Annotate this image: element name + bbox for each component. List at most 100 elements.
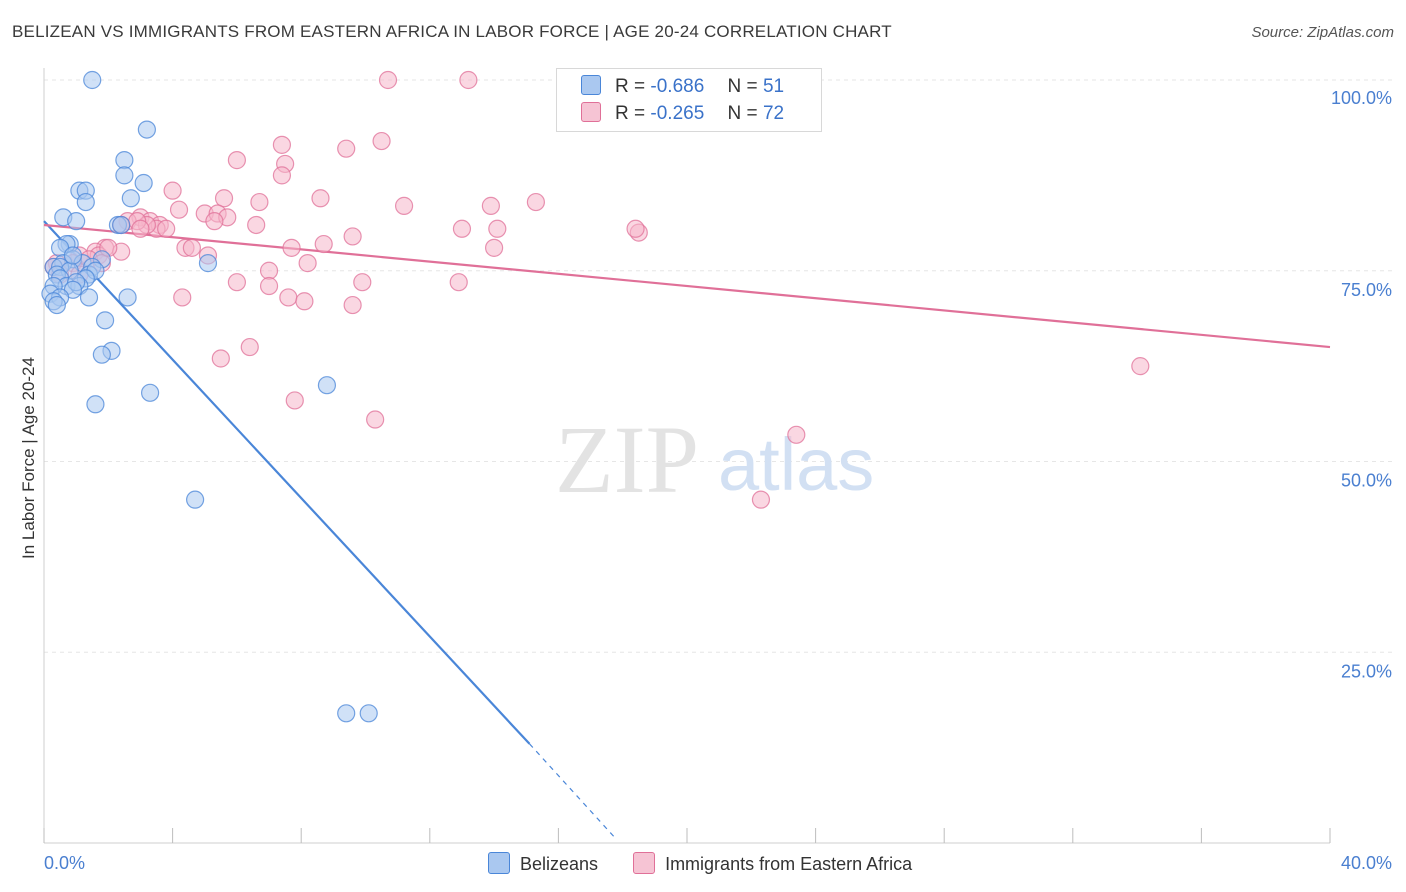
- eastern-africa-point: [485, 238, 504, 257]
- series-legend: Belizeans Immigrants from Eastern Africa: [488, 852, 942, 875]
- belizean-point: [118, 288, 137, 307]
- belizean-point: [115, 151, 134, 170]
- eastern-africa-point: [259, 276, 279, 296]
- belizean-point: [137, 120, 156, 139]
- eastern-africa-point: [227, 273, 246, 292]
- belizean-point: [79, 288, 99, 307]
- eastern-africa-point: [394, 196, 414, 215]
- belizean-point: [121, 189, 140, 208]
- eastern-africa-point: [311, 189, 330, 208]
- n-label: N =: [727, 76, 758, 97]
- eastern-africa-point: [452, 219, 472, 238]
- eastern-africa-point: [353, 273, 372, 292]
- belizean-point: [198, 254, 218, 273]
- eastern-africa-trendline: [43, 223, 1331, 349]
- eastern-africa-point: [250, 192, 269, 212]
- eastern-africa-point: [227, 151, 246, 170]
- stats-row-eastern-africa: R = -0.265 N = 72: [581, 102, 784, 128]
- chart-title: BELIZEAN VS IMMIGRANTS FROM EASTERN AFRI…: [12, 22, 892, 41]
- eastern-africa-point: [163, 181, 182, 200]
- watermark-zip: ZIP: [555, 406, 699, 513]
- eastern-africa-point: [182, 238, 201, 257]
- eastern-africa-point: [366, 410, 385, 429]
- belizeans-swatch: [581, 75, 601, 95]
- eastern-africa-point: [298, 254, 317, 273]
- eastern-africa-point: [205, 212, 224, 231]
- belizean-point: [63, 246, 83, 265]
- belizean-point: [92, 345, 111, 364]
- belizean-point: [86, 395, 105, 414]
- eastern-africa-point: [481, 196, 500, 215]
- n-value: 72: [762, 103, 785, 124]
- watermark: ZIP atlas: [555, 406, 874, 513]
- eastern-africa-point: [247, 215, 266, 235]
- eastern-africa-point: [272, 135, 292, 154]
- belizean-point: [186, 490, 205, 509]
- eastern-africa-point: [240, 337, 259, 357]
- eastern-africa-point: [279, 288, 298, 307]
- stats-legend: R = -0.686 N = 51 R = -0.265 N = 72: [556, 68, 822, 132]
- y-tick-label: 25.0%: [1341, 661, 1392, 681]
- trendlines: [43, 220, 1331, 840]
- axes: [43, 68, 1331, 844]
- belizean-point: [95, 311, 115, 330]
- x-tick-label: 0.0%: [44, 853, 85, 873]
- r-label: R =: [615, 103, 646, 124]
- eastern-africa-point: [173, 288, 192, 307]
- eastern-africa-point: [282, 238, 301, 257]
- eastern-africa-point: [157, 219, 176, 238]
- eastern-africa-point: [343, 227, 362, 246]
- stats-row-belizeans: R = -0.686 N = 51: [581, 75, 784, 101]
- y-tick-label: 50.0%: [1341, 471, 1392, 491]
- belizean-point: [112, 215, 131, 235]
- data-points: [41, 70, 1150, 723]
- eastern-africa-point: [259, 261, 279, 280]
- belizean-point: [317, 376, 337, 395]
- eastern-africa-point: [378, 70, 398, 90]
- y-tick-label: 100.0%: [1331, 88, 1392, 108]
- eastern-africa-point: [751, 490, 771, 509]
- belizean-point: [134, 173, 153, 193]
- eastern-africa-point: [1131, 357, 1150, 376]
- belizean-trendline: [43, 220, 531, 745]
- eastern-africa-point: [459, 70, 478, 90]
- eastern-africa-point: [337, 139, 356, 158]
- gridlines: [44, 79, 1392, 653]
- belizean-point: [47, 295, 66, 315]
- y-axis-title: In Labor Force | Age 20-24: [19, 357, 38, 559]
- legend-item-belizeans: Belizeans: [488, 852, 598, 875]
- belizean-point: [140, 383, 160, 402]
- eastern-africa-point: [526, 192, 545, 212]
- eastern-africa-point: [787, 425, 806, 444]
- eastern-africa-point: [272, 166, 292, 185]
- tick-labels: 25.0% 50.0% 75.0% 100.0% 0.0% 40.0%: [44, 88, 1392, 873]
- x-tick-label: 40.0%: [1341, 853, 1392, 873]
- r-label: R =: [615, 76, 646, 97]
- legend-label: Immigrants from Eastern Africa: [665, 854, 913, 874]
- eastern-africa-point: [343, 295, 362, 315]
- belizean-point: [337, 704, 356, 723]
- eastern-africa-point: [169, 200, 189, 219]
- eastern-africa-point: [285, 391, 304, 410]
- belizean-point: [115, 166, 134, 185]
- belizeans-legend-swatch: [488, 852, 510, 874]
- eastern-africa-point: [131, 219, 150, 238]
- eastern-africa-point: [211, 349, 230, 368]
- legend-item-eastern-africa: Immigrants from Eastern Africa: [633, 852, 912, 875]
- belizean-point: [83, 70, 102, 90]
- eastern-africa-point: [488, 219, 507, 238]
- r-value: -0.686: [650, 76, 705, 97]
- source-label: Source: ZipAtlas.com: [1251, 24, 1394, 41]
- belizean-point: [359, 704, 378, 723]
- belizean-trendline-extension: [529, 743, 617, 840]
- legend-label: Belizeans: [520, 854, 599, 874]
- belizean-point: [67, 212, 86, 231]
- eastern-africa-point: [372, 131, 391, 151]
- y-tick-label: 75.0%: [1341, 280, 1392, 300]
- eastern-africa-legend-swatch: [633, 852, 656, 874]
- eastern-africa-point: [214, 189, 234, 208]
- eastern-africa-swatch: [581, 102, 601, 122]
- n-label: N =: [727, 103, 758, 124]
- eastern-africa-point: [626, 219, 645, 238]
